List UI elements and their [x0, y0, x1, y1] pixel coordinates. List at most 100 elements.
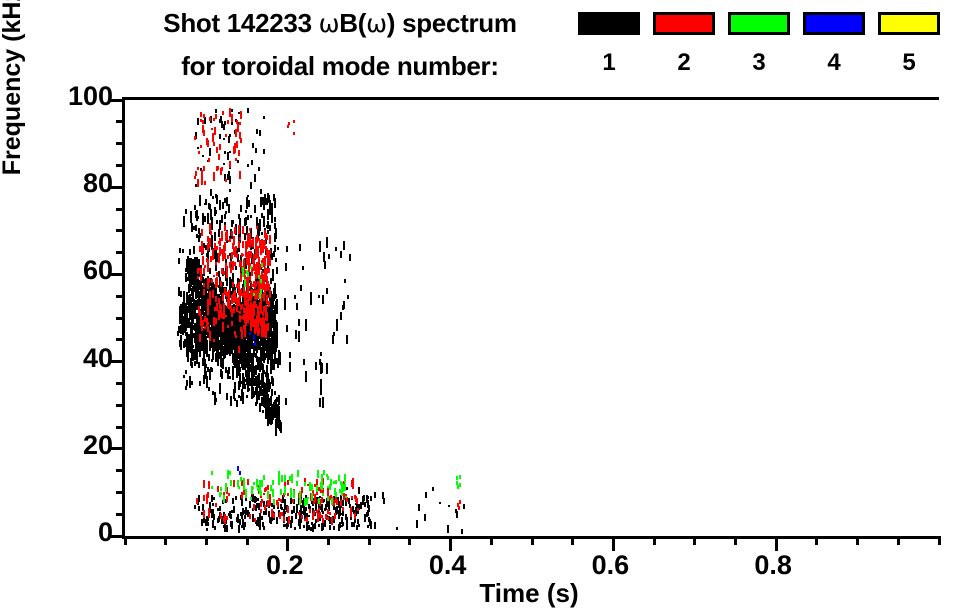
data-point [302, 500, 305, 508]
data-point [306, 516, 309, 523]
data-point [328, 517, 331, 521]
data-point [203, 285, 206, 291]
data-point [194, 340, 197, 348]
data-point [338, 475, 341, 482]
data-point [243, 330, 246, 338]
data-point [315, 484, 318, 492]
data-point [199, 334, 202, 342]
data-point [259, 301, 262, 310]
data-point [288, 122, 291, 126]
data-point [204, 315, 207, 323]
data-point [199, 347, 202, 356]
data-point [257, 222, 260, 232]
data-point [432, 486, 434, 491]
data-point [268, 300, 271, 308]
data-point [272, 320, 275, 326]
data-point [233, 226, 236, 235]
data-point [228, 375, 231, 380]
plot-area: 0 20 40 60 80 100 [68, 81, 941, 551]
data-point [207, 321, 210, 325]
data-point [259, 317, 262, 326]
data-point [309, 508, 312, 514]
data-point [218, 284, 221, 289]
x-tick-label-0.6: 0.6 [591, 550, 630, 580]
data-point [447, 525, 450, 534]
data-point [238, 111, 241, 114]
data-point [256, 284, 259, 289]
data-point [200, 512, 203, 516]
data-point [202, 374, 205, 381]
data-point [261, 248, 264, 253]
data-point [250, 280, 253, 284]
data-point [349, 503, 352, 508]
data-point [258, 240, 261, 248]
data-point [217, 515, 220, 523]
y-tick-label-20: 20 [82, 429, 113, 460]
data-point [236, 298, 239, 307]
data-point [258, 279, 261, 290]
data-point [265, 507, 268, 515]
data-point [303, 358, 306, 366]
data-point [258, 402, 261, 410]
data-point [228, 342, 231, 346]
data-point [201, 246, 204, 253]
data-point [205, 299, 208, 308]
data-point [265, 486, 267, 491]
data-point [221, 121, 224, 128]
data-point [341, 506, 344, 511]
data-point [264, 275, 267, 280]
data-point [178, 257, 181, 265]
data-point [197, 146, 200, 150]
data-point [222, 311, 225, 319]
data-point [213, 242, 216, 250]
data-point [187, 265, 190, 274]
data-point [263, 369, 266, 375]
data-point [206, 366, 209, 373]
data-point [244, 488, 247, 499]
data-point [269, 381, 271, 389]
x-tick-major-0.40 [449, 536, 453, 551]
data-point [258, 346, 261, 351]
data-point [190, 355, 193, 361]
legend-label-mode-5: 5 [902, 49, 916, 76]
data-point [209, 147, 212, 156]
data-point [190, 362, 193, 366]
data-point [324, 507, 327, 511]
data-point [193, 356, 196, 360]
data-point [262, 334, 265, 341]
data-point [232, 304, 235, 308]
data-point [355, 502, 357, 506]
data-point [219, 305, 222, 313]
data-point [313, 483, 316, 488]
data-point [247, 479, 250, 486]
data-point [194, 184, 197, 187]
data-point [314, 518, 317, 523]
data-point [274, 258, 277, 262]
data-point [229, 267, 232, 274]
data-point [267, 230, 270, 234]
data-point [228, 366, 231, 375]
data-point [247, 325, 250, 337]
x-tick-minor-0.25 [327, 536, 330, 545]
data-point [178, 306, 181, 318]
data-point [255, 236, 258, 243]
data-point [249, 265, 252, 270]
data-point [264, 229, 267, 238]
data-point [264, 314, 267, 320]
data-point [181, 309, 184, 318]
data-point [260, 290, 263, 300]
data-point [178, 286, 181, 296]
data-point [259, 341, 262, 345]
data-point [224, 290, 227, 297]
data-point [262, 116, 265, 119]
data-point [257, 229, 260, 236]
data-point [215, 108, 218, 113]
data-point [340, 491, 343, 497]
data-point [345, 497, 348, 503]
x-tick-minor-0.50 [530, 536, 534, 545]
data-point [207, 235, 210, 243]
data-point [298, 497, 301, 506]
data-point [199, 381, 202, 387]
data-point [263, 511, 265, 515]
data-point [245, 509, 248, 513]
